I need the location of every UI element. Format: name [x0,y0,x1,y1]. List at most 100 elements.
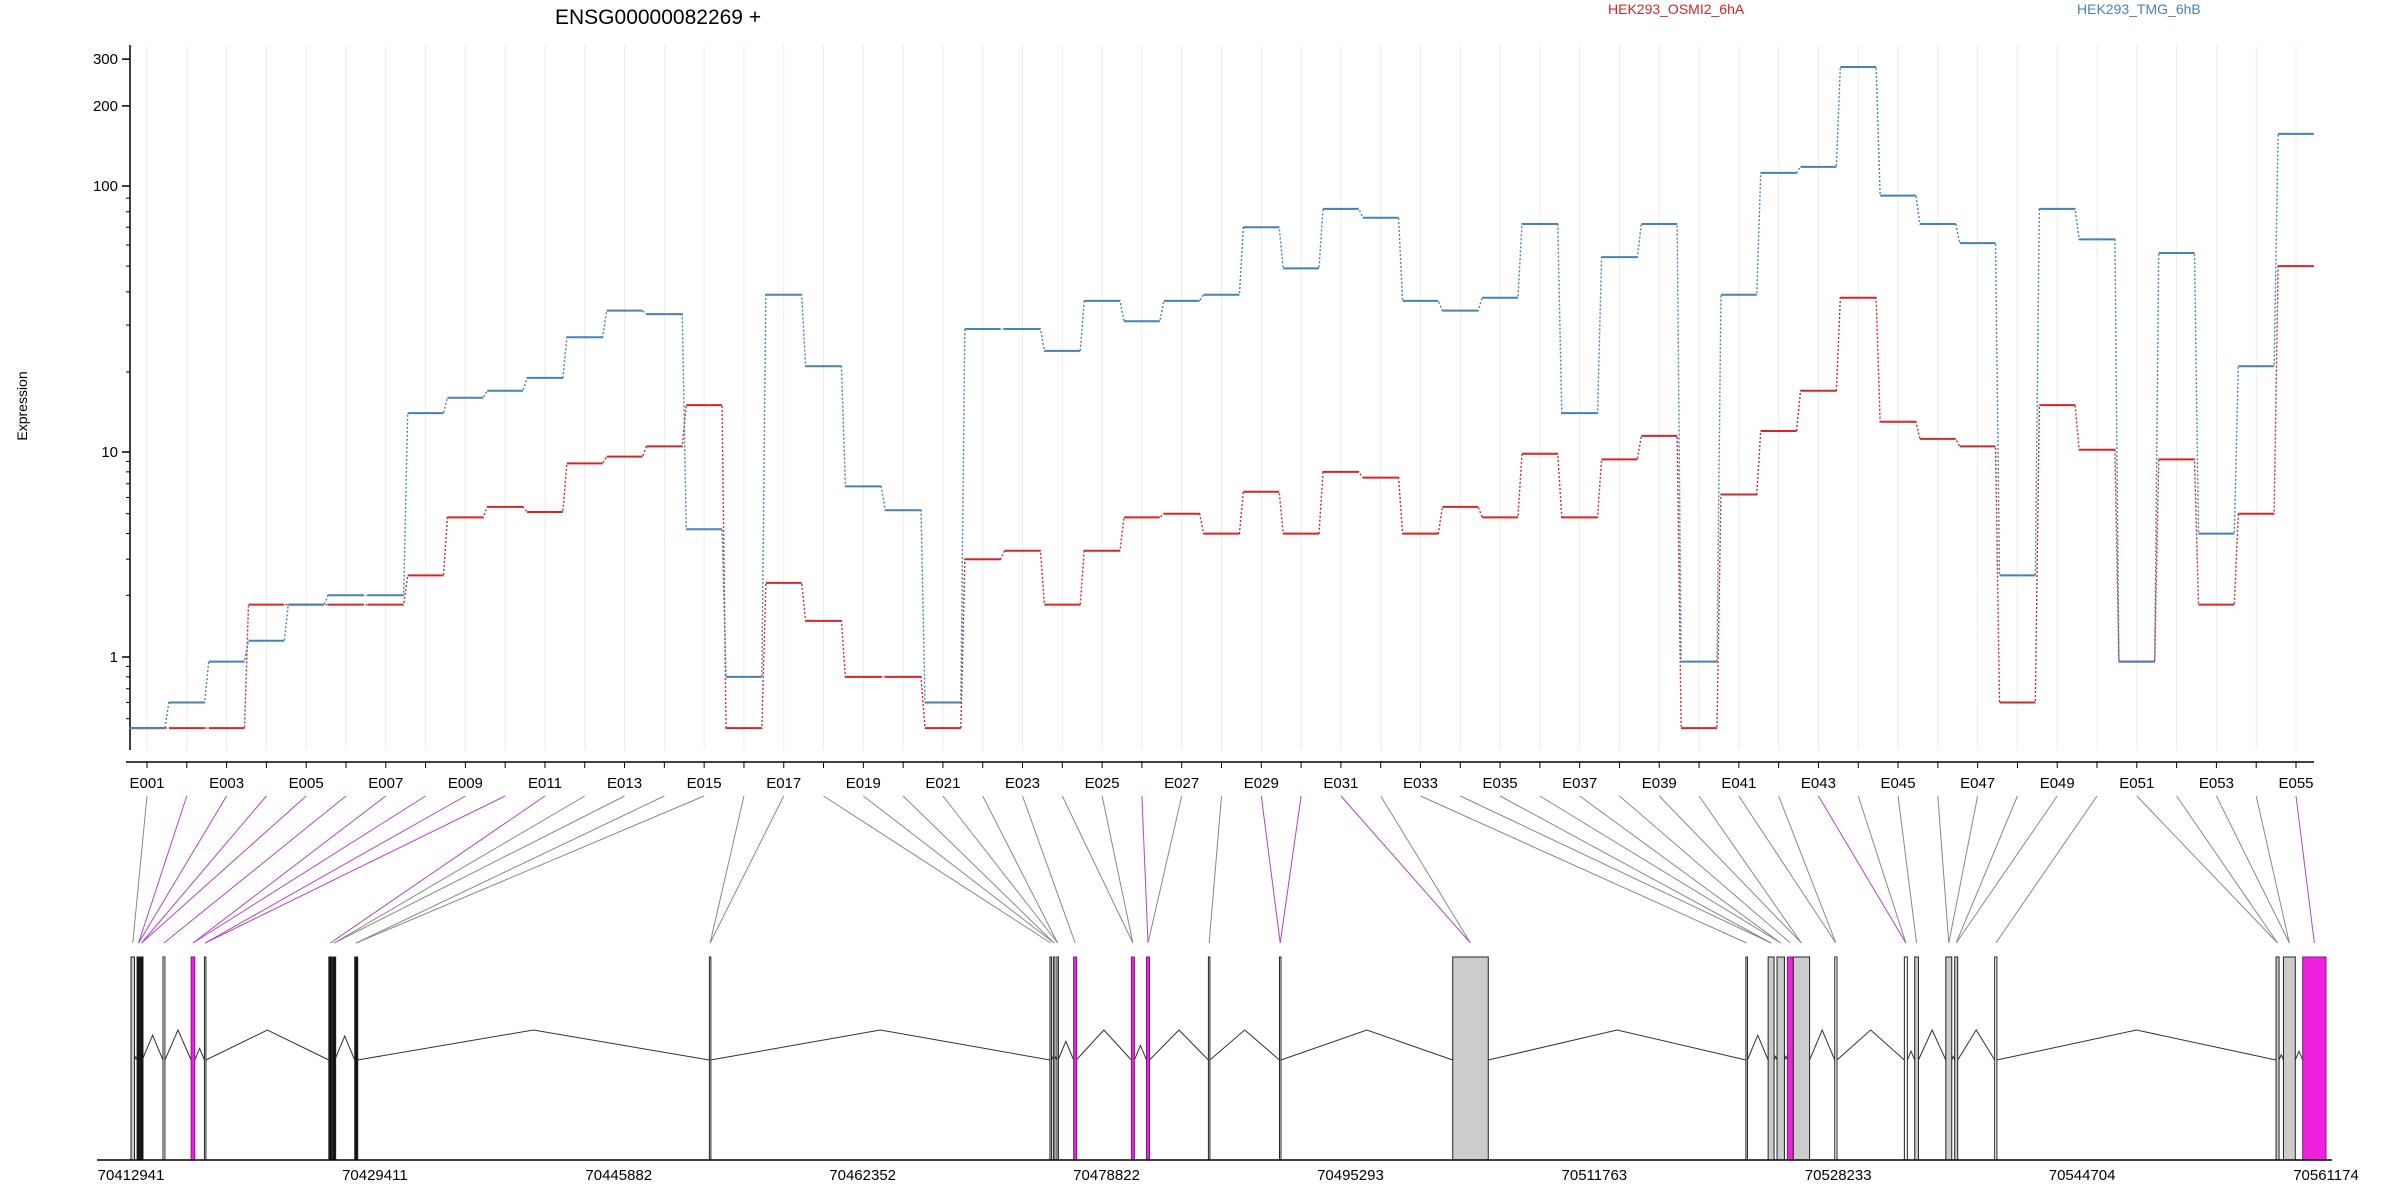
intron-line [194,1047,205,1061]
y-tick-label: 1 [110,649,118,666]
exon-box [1073,956,1078,1161]
intron-line [710,1029,1051,1061]
exon-label: E049 [2040,775,2075,792]
exon-label: E001 [129,775,164,792]
exon-connector [330,795,546,944]
exon-box [708,956,712,1161]
intron-line [2278,1053,2284,1061]
exon-connector [709,795,785,944]
exon-connector-lines [132,795,2315,944]
intron-line [1075,1029,1132,1061]
exon-connector [1460,795,1772,944]
coordinate-label: 70445882 [585,1167,652,1184]
exon-box [1954,956,1959,1161]
exon-connector [1955,795,2058,944]
y-tick-label: 100 [93,178,118,195]
exon-connector [1141,795,1149,944]
exon-connector [982,795,1059,944]
exon-connector [1499,795,1772,944]
exon-box [1049,956,1052,1161]
exon-connector [1857,795,1907,944]
exon-box [1792,956,1811,1161]
y-axis-label: Expression [14,371,30,440]
intron-line [334,1034,356,1061]
exon-box [1146,956,1151,1161]
gene-model-track: 70412941 70429411 70445882 70462352 70478822… [97,956,2359,1184]
exon-box [1994,956,1998,1161]
exon-connector [1340,795,1471,944]
exon-connector [1778,795,1837,944]
intron-line [1057,1040,1075,1061]
exon-connector [356,795,705,944]
exon-box [354,956,359,1161]
exon-label: E003 [209,775,244,792]
exon-connector [138,795,188,944]
coordinate-label: 70495293 [1317,1167,1384,1184]
exon-box [332,956,337,1161]
exon-connector [1897,795,1918,944]
exon-connector [942,795,1059,944]
intron-line [1133,1044,1147,1061]
intron-line [1488,1029,1747,1061]
intron-line [1917,1028,1947,1061]
exon-box [2275,956,2280,1161]
exon-connector [1619,795,1791,944]
exon-label: E007 [368,775,403,792]
exon-connector [356,795,665,944]
coordinate-label: 70412941 [98,1167,165,1184]
exon-box [1207,956,1211,1161]
intron-line [205,1029,330,1061]
exon-label: E029 [1244,775,1279,792]
series-2 [129,66,2314,730]
exon-connector [1698,795,1802,944]
exon-box [162,956,166,1161]
exon-box [1945,956,1953,1161]
exon-connector [1279,795,1302,944]
exon-connector [204,795,466,944]
exon-label: E015 [687,775,722,792]
intron-line [1280,1029,1453,1061]
exon-box [1452,956,1489,1161]
exon-connector [1579,795,1782,944]
exon-label: E041 [1721,775,1756,792]
coordinate-label: 70478822 [1073,1167,1140,1184]
exon-connector [1738,795,1837,944]
exon-label: E017 [766,775,801,792]
exon-label: E011 [528,775,562,792]
exon-box [1745,956,1748,1161]
exon-box [203,956,207,1161]
y-tick-label: 10 [101,444,118,461]
exon-connector [863,795,1055,944]
exon-connector [192,795,426,944]
exon-label: E035 [1483,775,1518,792]
coordinate-label: 70462352 [829,1167,896,1184]
chart-title: ENSG00000082269 + [555,6,761,29]
exon-box [1914,956,1919,1161]
exon-box [1834,956,1838,1161]
exon-connector [1061,795,1134,944]
exon-label: E047 [1960,775,1995,792]
exon-connector [1955,795,2018,944]
exon-box [1052,956,1056,1161]
exon-connector [1147,795,1183,944]
exon-connector [1539,795,1781,944]
exon-label: E031 [1323,775,1358,792]
exon-box [328,956,333,1161]
intron-line [1996,1029,2277,1061]
exon-connector [2176,795,2278,944]
exon-connector [192,795,387,944]
exon-label: E043 [1801,775,1836,792]
exon-connector [2255,795,2290,944]
series-1-line [129,265,2314,729]
coordinate-label: 70511763 [1562,1167,1628,1184]
exon-box [2302,956,2327,1161]
series-2-line [129,66,2314,729]
exon-label: E051 [2119,775,2154,792]
exon-label: E009 [448,775,483,792]
exon-label: E019 [846,775,881,792]
exon-connector [1101,795,1134,944]
exon-label: E037 [1562,775,1597,792]
gridlines [146,45,2297,750]
exon-label: E005 [289,775,324,792]
